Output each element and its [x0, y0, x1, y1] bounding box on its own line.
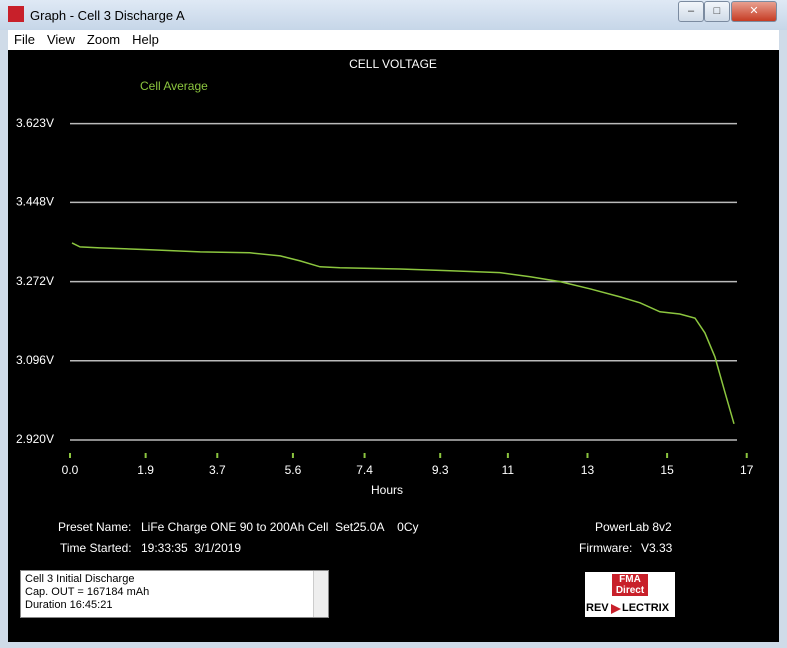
- menu-item[interactable]: Zoom: [86, 32, 121, 47]
- x-tick-label: 13: [581, 463, 595, 477]
- x-tick-label: 5.6: [285, 463, 302, 477]
- title-bar: Graph - Cell 3 Discharge A – □ ✕: [0, 0, 787, 30]
- firmware-value: V3.33: [641, 541, 673, 555]
- menu-item[interactable]: View: [46, 32, 75, 47]
- y-tick-label: 3.623V: [16, 116, 54, 130]
- x-tick-label: 7.4: [356, 463, 373, 477]
- x-tick-label: 3.7: [209, 463, 226, 477]
- logo-text: REV: [586, 602, 609, 614]
- legend-entry: Cell Average: [140, 79, 208, 93]
- x-tick-label: 15: [660, 463, 674, 477]
- close-button[interactable]: ✕: [731, 1, 777, 22]
- time-value: 19:33:35 3/1/2019: [141, 541, 242, 555]
- graph-panel: [8, 50, 779, 642]
- x-tick-label: 1.9: [137, 463, 154, 477]
- logo: FMA Direct REV LECTRIX: [585, 572, 675, 617]
- note-line: Cell 3 Initial Discharge: [25, 573, 135, 585]
- menu-item[interactable]: File: [14, 32, 35, 47]
- x-axis-label: Hours: [371, 483, 403, 497]
- menu-item[interactable]: Help: [132, 32, 159, 47]
- app-icon: [8, 6, 24, 22]
- x-tick-label: 17: [740, 463, 754, 477]
- note-line: Duration 16:45:21: [25, 599, 113, 611]
- y-tick-label: 3.448V: [16, 195, 54, 209]
- note-line: Cap. OUT = 167184 mAh: [25, 586, 150, 598]
- x-tick-label: 0.0: [62, 463, 79, 477]
- window-title: Graph - Cell 3 Discharge A: [30, 8, 185, 23]
- x-tick-label: 11: [502, 463, 515, 477]
- time-label: Time Started:: [60, 541, 132, 555]
- data-line: [71, 242, 735, 425]
- logo-text: FMA: [619, 574, 641, 585]
- notes-box[interactable]: Cell 3 Initial Discharge Cap. OUT = 1671…: [20, 570, 329, 618]
- y-tick-label: 3.096V: [16, 353, 54, 367]
- chart-title: CELL VOLTAGE: [349, 57, 437, 71]
- minimize-button[interactable]: –: [678, 1, 704, 22]
- preset-label: Preset Name:: [58, 520, 132, 534]
- y-tick-label: 2.920V: [16, 432, 54, 446]
- menu-bar: File View Zoom Help: [8, 30, 779, 50]
- firmware-label: Firmware:: [579, 541, 633, 555]
- maximize-button[interactable]: □: [704, 1, 730, 22]
- x-tick-label: 9.3: [432, 463, 449, 477]
- device-name: PowerLab 8v2: [595, 520, 672, 534]
- scrollbar[interactable]: [313, 571, 328, 617]
- logo-text: LECTRIX: [622, 602, 670, 614]
- y-tick-label: 3.272V: [16, 274, 54, 288]
- logo-arrow: [611, 604, 621, 614]
- logo-text: Direct: [615, 585, 645, 596]
- preset-value: LiFe Charge ONE 90 to 200Ah Cell Set25.0…: [141, 520, 419, 534]
- logo-badge: FMA Direct: [612, 574, 648, 596]
